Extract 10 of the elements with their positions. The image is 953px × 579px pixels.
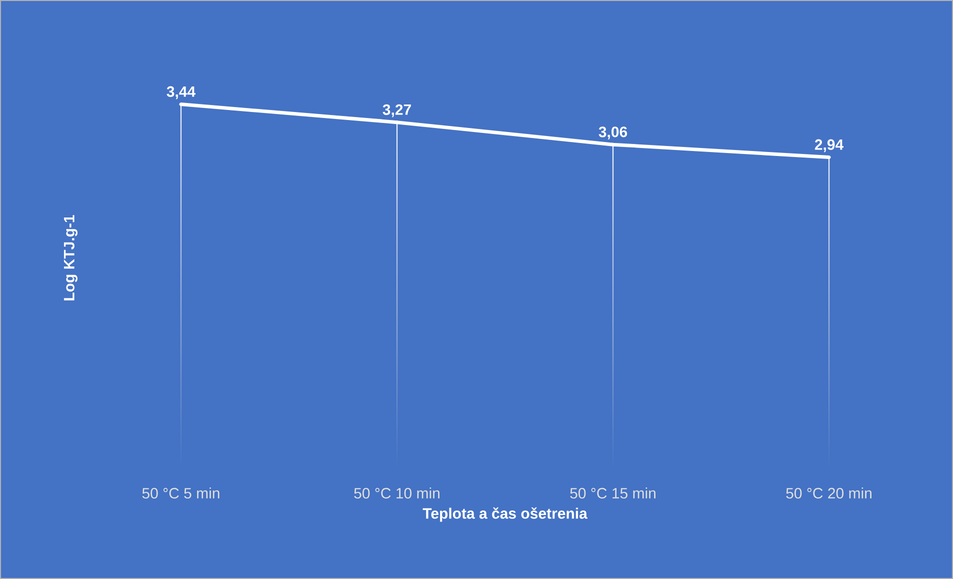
x-axis-title: Teplota a čas ošetrenia [422,507,588,522]
x-tick-label: 50 °C 20 min [786,488,872,499]
x-tick-label: 50 °C 5 min [142,488,220,499]
x-tick-label: 50 °C 10 min [354,488,440,499]
y-axis-title: Log KTJ.g-1 [64,215,78,300]
data-label: 3,44 [166,86,196,100]
x-tick-label: 50 °C 15 min [570,488,656,499]
data-label: 2,94 [814,139,844,152]
data-label: 3,06 [598,126,628,140]
data-label: 3,27 [382,104,411,118]
